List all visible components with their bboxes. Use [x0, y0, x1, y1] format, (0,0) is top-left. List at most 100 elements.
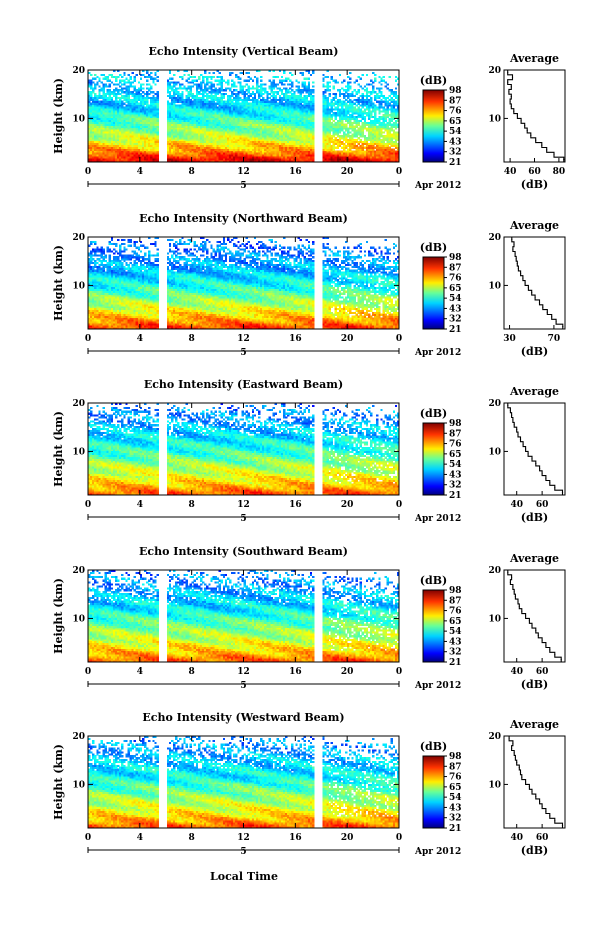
heatmap-cell	[94, 140, 97, 144]
heatmap-cell	[361, 142, 365, 146]
heatmap-cell	[210, 119, 213, 123]
heatmap-cell	[280, 127, 284, 130]
heatmap-cell	[340, 100, 344, 103]
heatmap-cell	[241, 114, 244, 117]
heatmap-cell	[90, 158, 93, 161]
heatmap-cell	[106, 106, 110, 109]
heatmap-cell	[102, 144, 105, 147]
heatmap-cell	[307, 146, 311, 149]
heatmap-cell	[231, 91, 234, 94]
heatmap-cell	[96, 117, 99, 121]
heatmap-cell	[108, 93, 112, 96]
heatmap-cell	[326, 127, 329, 130]
heatmap-cell	[152, 114, 155, 117]
heatmap-cell	[301, 158, 304, 161]
heatmap-cell	[133, 146, 136, 149]
heatmap-cell	[222, 139, 226, 142]
heatmap-cell	[154, 73, 157, 77]
heatmap-cell	[170, 81, 174, 84]
heatmap-cell	[220, 94, 224, 98]
heatmap-cell	[291, 73, 294, 77]
heatmap-cell	[243, 158, 246, 161]
heatmap-cell	[96, 112, 99, 115]
heatmap-cell	[228, 156, 232, 159]
heatmap-cell	[150, 71, 153, 75]
heatmap-cell	[175, 154, 178, 157]
heatmap-cell	[301, 116, 304, 119]
heatmap-cell	[239, 140, 242, 144]
heatmap-cell	[278, 160, 282, 163]
heatmap-cell	[287, 91, 290, 94]
heatmap-cell	[129, 129, 132, 132]
heatmap-cell	[148, 96, 151, 100]
heatmap-cell	[284, 123, 288, 126]
heatmap-cell	[204, 127, 207, 130]
heatmap-cell	[226, 104, 230, 107]
heatmap-cell	[309, 116, 313, 119]
heatmap-cell	[137, 87, 141, 90]
heatmap-cell	[226, 100, 230, 103]
heatmap-cell	[274, 137, 277, 140]
heatmap-cell	[291, 104, 294, 107]
heatmap-cell	[129, 110, 132, 113]
heatmap-cell	[98, 93, 101, 96]
heatmap-cell	[266, 139, 269, 142]
heatmap-cell	[262, 87, 265, 90]
heatmap-cell	[247, 117, 251, 121]
heatmap-cell	[187, 73, 190, 77]
heatmap-cell	[96, 140, 99, 144]
heatmap-cell	[260, 117, 263, 121]
heatmap-cell	[357, 156, 360, 159]
heatmap-cell	[262, 83, 265, 86]
heatmap-cell	[106, 110, 110, 113]
heatmap-cell	[212, 91, 215, 94]
heatmap-cell	[88, 83, 91, 86]
heatmap-cell	[353, 129, 356, 132]
heatmap-cell	[166, 135, 170, 138]
heatmap-cell	[88, 123, 91, 126]
heatmap-cell	[146, 117, 149, 121]
heatmap-cell	[231, 154, 234, 157]
heatmap-cell	[264, 131, 267, 134]
heatmap-cell	[338, 140, 342, 144]
heatmap-cell	[345, 123, 348, 126]
heatmap-cell	[262, 133, 265, 136]
heatmap-cell	[125, 108, 128, 111]
heatmap-cell	[139, 158, 143, 161]
heatmap-cell	[224, 131, 228, 134]
heatmap-cell	[266, 123, 269, 126]
heatmap-cell	[322, 117, 325, 121]
heatmap-cell	[322, 98, 325, 101]
heatmap-cell	[297, 106, 300, 109]
heatmap-cell	[183, 119, 186, 123]
heatmap-cell	[235, 131, 238, 134]
heatmap-cell	[287, 116, 290, 119]
heatmap-cell	[214, 131, 217, 134]
heatmap-cell	[282, 71, 286, 75]
heatmap-cell	[137, 119, 141, 123]
heatmap-cell	[108, 146, 112, 149]
heatmap-cell	[336, 112, 340, 115]
heatmap-cell	[96, 116, 99, 119]
heatmap-cell	[102, 139, 105, 142]
heatmap-cell	[309, 96, 313, 100]
heatmap-cell	[326, 156, 329, 159]
heatmap-cell	[237, 156, 240, 159]
heatmap-cell	[110, 152, 114, 155]
heatmap-cell	[353, 160, 356, 163]
heatmap-cell	[347, 119, 350, 123]
heatmap-cell	[216, 100, 219, 103]
heatmap-cell	[343, 110, 346, 113]
heatmap-cell	[133, 116, 136, 119]
heatmap-cell	[114, 160, 118, 163]
heatmap-cell	[181, 108, 184, 111]
heatmap-cell	[336, 125, 340, 128]
heatmap-cell	[330, 102, 333, 105]
heatmap-cell	[311, 71, 315, 75]
heatmap-cell	[206, 89, 209, 92]
heatmap-cell	[349, 121, 352, 124]
heatmap-cell	[334, 146, 338, 149]
heatmap-cell	[183, 121, 186, 124]
heatmap-cell	[353, 146, 356, 149]
heatmap-cell	[293, 148, 296, 151]
